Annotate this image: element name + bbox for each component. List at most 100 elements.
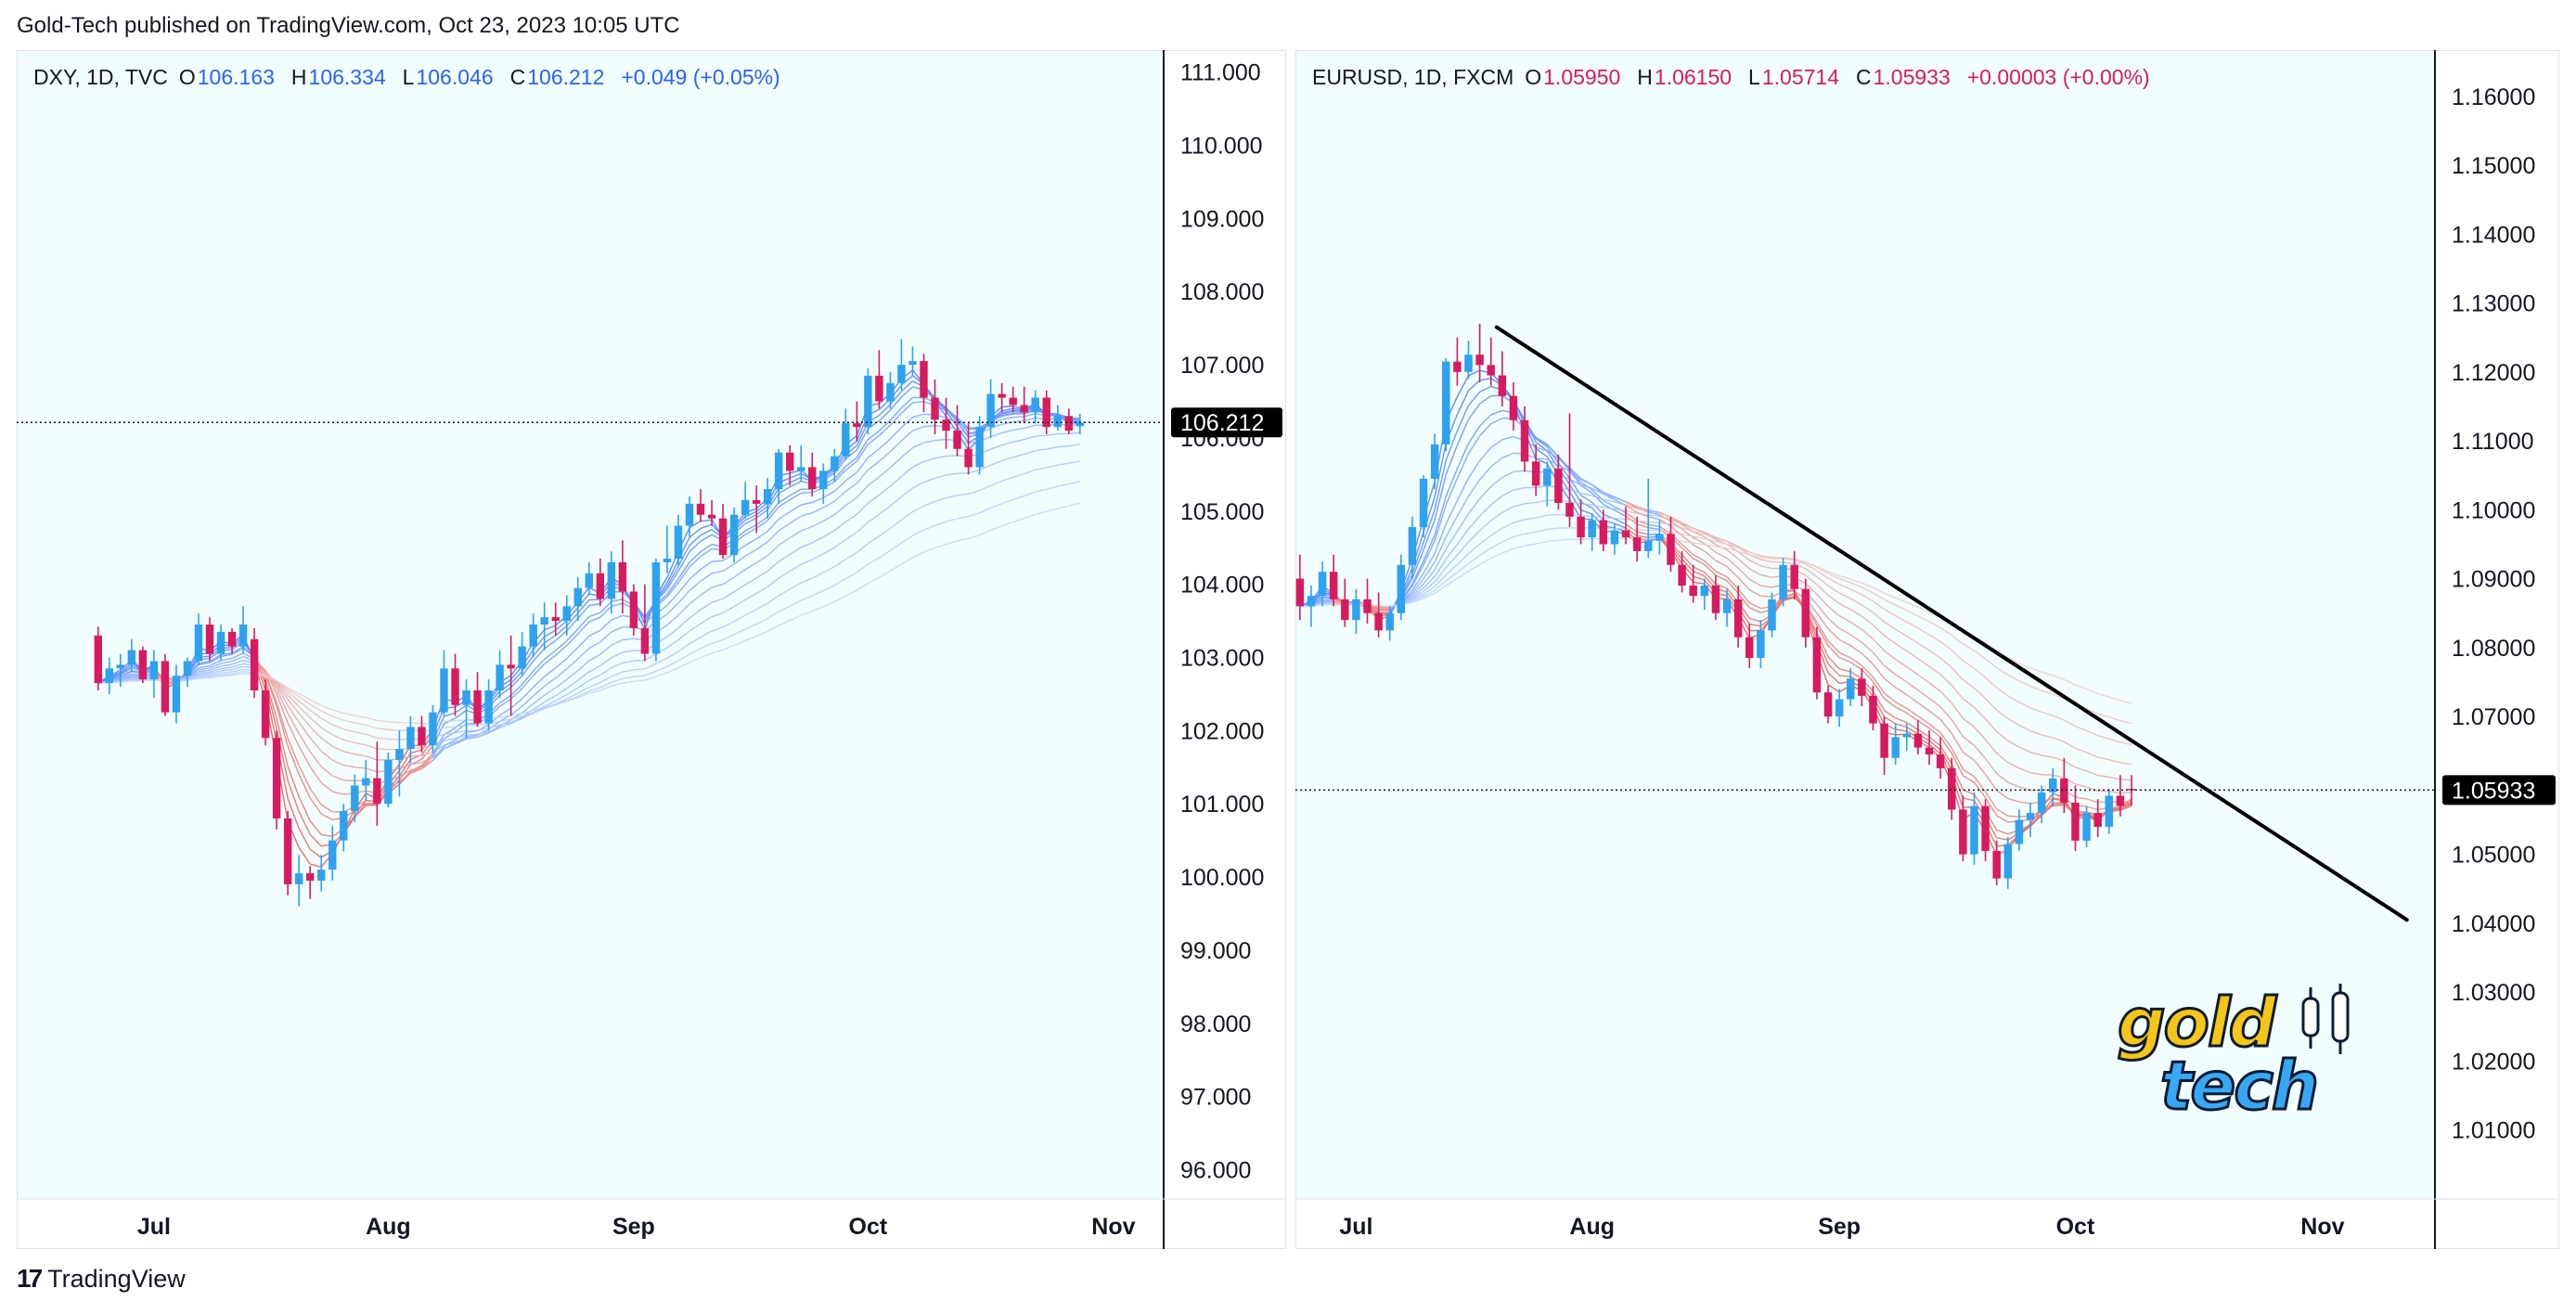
eurusd-ema-segment: [1693, 531, 1706, 538]
eurusd-candle-body: [1733, 599, 1743, 638]
dxy-ema-segment: [912, 460, 924, 469]
eurusd-ema-segment: [1704, 572, 1717, 585]
eurusd-ema-segment: [2041, 671, 2054, 676]
eurusd-ema-segment: [1479, 558, 1492, 565]
dxy-ema-segment: [220, 671, 233, 675]
dxy-ema-segment: [533, 648, 546, 662]
dxy-ema-segment: [432, 744, 444, 754]
dxy-ema-segment: [811, 507, 824, 514]
dxy-ema-segment: [577, 686, 590, 694]
eurusd-ema-segment: [1816, 593, 1829, 608]
dxy-ema-segment: [946, 495, 958, 499]
eurusd-ema-segment: [1693, 530, 1705, 535]
eurusd-ema-segment: [1715, 537, 1728, 542]
dxy-ema-segment: [343, 779, 355, 782]
dxy-ema-segment: [666, 667, 679, 674]
eurusd-chart-svg[interactable]: 1.16000 1.15000 1.14000 1.13000 1.12000 1.110…: [1295, 50, 2559, 1249]
eurusd-ema-segment: [1726, 566, 1739, 578]
eurusd-ema-segment: [1704, 550, 1717, 561]
dxy-ema-segment: [844, 483, 857, 493]
eurusd-ema-segment: [1872, 651, 1886, 666]
dxy-ema-segment: [287, 704, 300, 723]
dxy-ema-segment: [789, 492, 802, 501]
dxy-ema-segment: [789, 472, 802, 479]
eurusd-ema-segment: [1928, 697, 1941, 708]
dxy-ema-segment: [198, 661, 211, 664]
chart-pane-eurusd[interactable]: 1.16000 1.15000 1.14000 1.13000 1.12000 1.110…: [1295, 50, 2559, 1249]
dxy-candle-body: [875, 375, 883, 402]
eurusd-ema-segment: [1827, 571, 1840, 577]
dxy-candle-body: [1042, 397, 1050, 428]
eurusd-ema-segment: [1816, 625, 1829, 647]
dxy-ema-segment: [912, 551, 924, 559]
eurusd-ema-segment: [1861, 615, 1874, 626]
eurusd-ema-segment: [2086, 786, 2098, 792]
eurusd-ema-segment: [1423, 553, 1436, 574]
eurusd-ema-segment: [1895, 728, 1907, 732]
dxy-ema-segment: [287, 713, 300, 734]
dxy-ema-segment: [231, 671, 244, 675]
eurusd-ema-segment: [1423, 575, 1436, 589]
eurusd-ema-segment: [1939, 732, 1952, 749]
eurusd-ema-segment: [1849, 634, 1862, 643]
dxy-ema-segment: [320, 710, 333, 717]
dxy-ema-segment: [198, 662, 211, 666]
dxy-ema-segment: [377, 748, 389, 751]
dxy-candle-body: [127, 650, 136, 665]
eurusd-ema-segment: [1434, 459, 1447, 510]
dxy-ema-segment: [287, 699, 300, 715]
chart-pane-dxy[interactable]: 111.000 110.000 109.000 108.000 107.000 106.0…: [17, 50, 1286, 1249]
eurusd-ema-segment: [1546, 458, 1559, 466]
dxy-ema-segment: [990, 444, 1002, 450]
dxy-ema-segment: [320, 704, 333, 711]
eurusd-ema-segment: [1411, 598, 1424, 603]
dxy-candle-body: [429, 712, 437, 746]
dxy-ema-segment: [220, 668, 233, 672]
eurusd-ema-segment: [1501, 470, 1514, 479]
eurusd-ema-segment: [1996, 815, 2009, 823]
eurusd-ema-segment: [1973, 687, 1987, 700]
eurusd-candle-body: [1948, 767, 1956, 810]
eurusd-candle-body: [1722, 599, 1732, 613]
dxy-ema-segment: [510, 670, 523, 685]
dxy-ema-segment: [599, 631, 612, 643]
eurusd-ema-segment: [1827, 628, 1840, 640]
eurusd-ema-segment: [1580, 484, 1593, 494]
dxy-ema-segment: [622, 669, 635, 673]
eurusd-ema-segment: [1737, 550, 1750, 561]
eurusd-candle-body: [2003, 844, 2013, 879]
dxy-chart-svg[interactable]: 111.000 110.000 109.000 108.000 107.000 106.0…: [17, 50, 1286, 1249]
tradingview-footer[interactable]: 17 TradingView: [17, 1264, 186, 1294]
dxy-ema-segment: [945, 410, 959, 427]
dxy-ema-segment: [1068, 481, 1080, 485]
eurusd-ema-segment: [2075, 747, 2087, 754]
dxy-ema-segment: [856, 444, 869, 462]
eurusd-ema-segment: [1928, 743, 1941, 754]
dxy-ema-segment: [822, 566, 835, 573]
dxy-ema-segment: [298, 700, 311, 711]
dxy-candle-body: [629, 591, 638, 628]
dxy-candle-body: [116, 664, 125, 669]
eurusd-ema-segment: [1996, 772, 2009, 783]
dxy-candle-body: [529, 625, 537, 647]
eurusd-ema-segment: [1906, 694, 1919, 703]
dxy-ema-segment: [421, 744, 433, 749]
dxy-candle-body: [998, 393, 1006, 398]
eurusd-ema-segment: [1536, 540, 1548, 545]
eurusd-ema-segment: [1838, 584, 1851, 590]
dxy-ema-segment: [722, 634, 735, 641]
eurusd-ema-segment: [1434, 580, 1447, 591]
eurusd-ema-segment: [1411, 578, 1424, 594]
eurusd-ema-segment: [2018, 746, 2031, 754]
dxy-ema-segment: [599, 667, 612, 676]
eurusd-ema-segment: [1659, 515, 1671, 521]
eurusd-ema-segment: [1973, 706, 1987, 720]
dxy-ema-segment: [755, 541, 768, 550]
dxy-ema-segment: [766, 560, 779, 572]
dxy-ema-segment: [666, 614, 679, 626]
eurusd-ema-segment: [1445, 563, 1458, 576]
eurusd-ema-segment: [2119, 762, 2132, 766]
eurusd-time-axis-background: [1295, 1199, 2435, 1249]
dxy-ema-segment: [666, 660, 679, 667]
eurusd-ema-segment: [1917, 642, 1930, 651]
